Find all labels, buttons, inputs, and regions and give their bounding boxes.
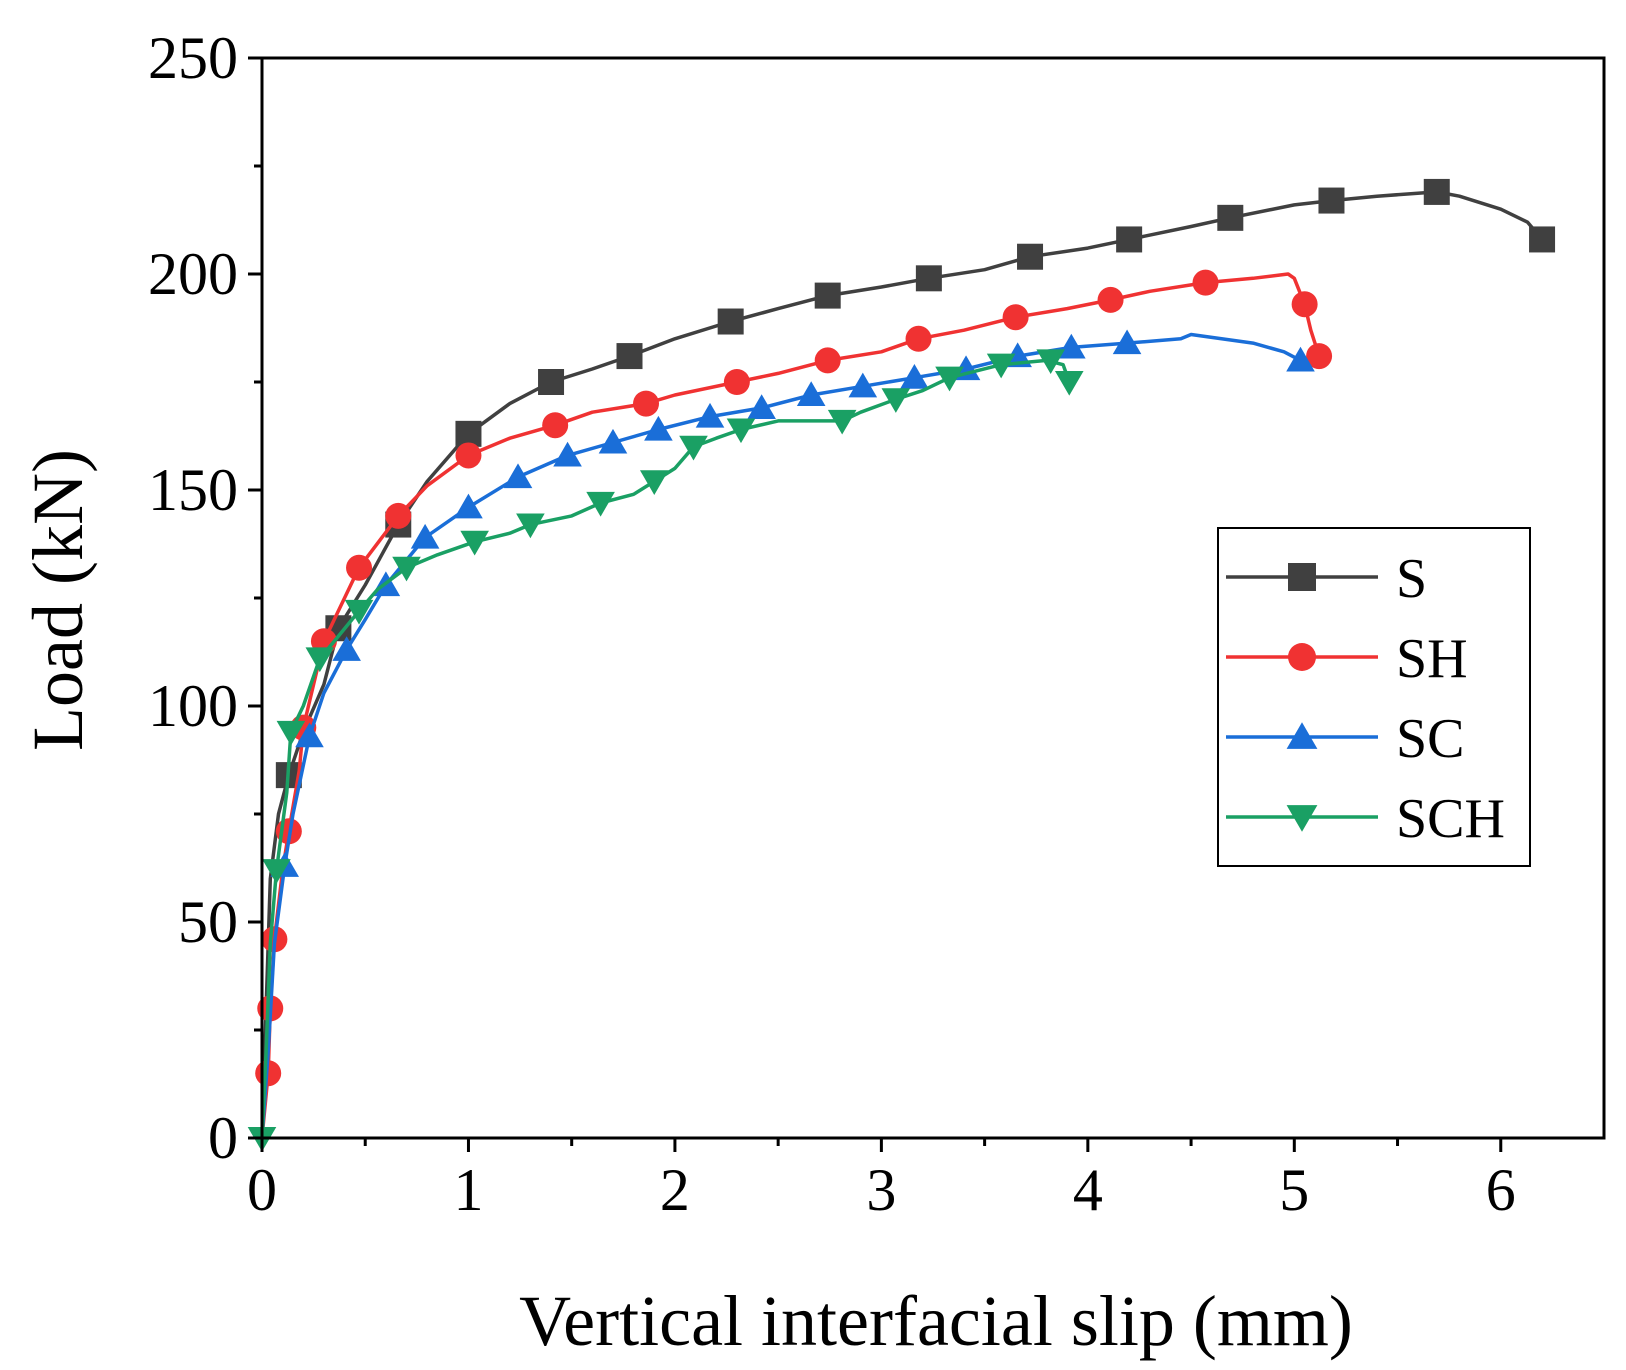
series-line-sch <box>260 358 1071 1139</box>
marker-triangle-up <box>1286 722 1318 749</box>
marker-circle <box>385 502 412 529</box>
marker-circle <box>346 554 373 581</box>
marker-triangle-up <box>695 402 725 428</box>
marker-circle <box>542 412 569 439</box>
x-tick-label: 5 <box>1279 1157 1309 1223</box>
marker-triangle-down <box>726 418 756 444</box>
marker-triangle-down <box>1054 370 1084 396</box>
y-tick-label: 250 <box>148 25 238 91</box>
marker-triangle-up <box>454 493 483 519</box>
legend-label: SH <box>1396 628 1468 690</box>
marker-circle <box>455 442 482 469</box>
legend: S SH SC SCH <box>1217 527 1531 867</box>
marker-triangle-down <box>262 859 291 884</box>
series-sch <box>247 349 1084 1152</box>
x-tick-label: 4 <box>1073 1157 1103 1223</box>
marker-square <box>1116 226 1143 253</box>
marker-triangle-up <box>503 463 533 489</box>
marker-circle <box>1192 269 1219 296</box>
marker-triangle-down <box>639 470 669 496</box>
marker-triangle-up <box>553 441 582 467</box>
y-axis-title: Load (kN) <box>18 449 98 751</box>
legend-label: SCH <box>1396 788 1505 850</box>
y-tick-label: 0 <box>208 1105 238 1171</box>
marker-circle <box>1306 343 1333 370</box>
marker-circle <box>905 325 932 352</box>
marker-circle <box>1002 304 1029 331</box>
y-tick-label: 150 <box>148 457 238 523</box>
marker-circle <box>723 369 750 395</box>
y-tick-label: 100 <box>148 673 238 739</box>
marker-square <box>538 369 565 395</box>
marker-triangle-down <box>392 556 421 582</box>
marker-triangle-up <box>747 394 776 419</box>
marker-triangle-down <box>276 720 306 746</box>
marker-triangle-up <box>848 372 878 398</box>
plot-area <box>247 178 1556 1152</box>
marker-square <box>814 282 841 309</box>
x-tick-label: 0 <box>247 1157 277 1223</box>
marker-square <box>1217 204 1244 231</box>
legend-item-sc: SC <box>1226 708 1465 770</box>
marker-triangle-down <box>827 409 857 435</box>
marker-triangle-up <box>332 636 361 661</box>
legend-label: S <box>1396 548 1427 610</box>
y-tick-label: 50 <box>178 889 238 955</box>
marker-circle <box>814 347 841 374</box>
axes: 0 1 2 3 4 5 6 0 50 100 150 200 250 <box>148 25 1606 1223</box>
marker-square <box>1017 243 1044 270</box>
x-tick-label: 2 <box>660 1157 690 1223</box>
marker-square <box>717 308 744 335</box>
marker-triangle-down <box>460 530 489 556</box>
marker-square <box>1288 563 1316 591</box>
x-tick-label: 3 <box>866 1157 896 1223</box>
marker-square <box>1423 178 1450 205</box>
marker-triangle-down <box>305 647 335 673</box>
marker-triangle-up <box>644 415 673 441</box>
legend-item-sh: SH <box>1226 628 1468 690</box>
marker-triangle-up <box>295 722 324 748</box>
marker-triangle-up <box>1057 333 1086 359</box>
marker-square <box>1318 187 1345 214</box>
legend-item-sch: SCH <box>1226 788 1505 850</box>
series-sc <box>260 329 1315 1139</box>
marker-circle <box>1291 291 1318 318</box>
marker-triangle-up <box>1112 329 1142 355</box>
x-tick-label: 6 <box>1486 1157 1516 1223</box>
marker-triangle-down <box>935 366 964 392</box>
marker-triangle-up <box>410 523 440 549</box>
marker-triangle-down <box>986 353 1016 379</box>
series-line-sc <box>260 332 1302 1139</box>
x-axis-title: Vertical interfacial slip (mm) <box>519 1281 1353 1361</box>
marker-triangle-up <box>598 428 628 454</box>
marker-triangle-down <box>1286 805 1318 832</box>
marker-triangle-up <box>1286 346 1315 372</box>
marker-square <box>616 343 643 370</box>
legend-item-s: S <box>1226 548 1427 610</box>
series-line-sh <box>260 272 1321 1139</box>
legend-label: SC <box>1396 708 1465 770</box>
x-tick-label: 1 <box>453 1157 483 1223</box>
marker-triangle-down <box>679 435 708 461</box>
marker-triangle-up <box>796 381 826 407</box>
marker-triangle-down <box>881 388 911 413</box>
marker-triangle-up <box>900 364 929 389</box>
marker-square <box>915 265 942 292</box>
marker-triangle-down <box>344 599 374 625</box>
marker-circle <box>1097 286 1124 313</box>
marker-triangle-down <box>1036 349 1065 375</box>
legend-box <box>1217 527 1531 867</box>
marker-circle <box>1288 643 1316 671</box>
marker-circle <box>633 390 660 417</box>
y-tick-label: 200 <box>148 241 238 307</box>
marker-triangle-down <box>516 513 545 539</box>
marker-triangle-down <box>586 491 615 517</box>
marker-square <box>1529 226 1556 253</box>
